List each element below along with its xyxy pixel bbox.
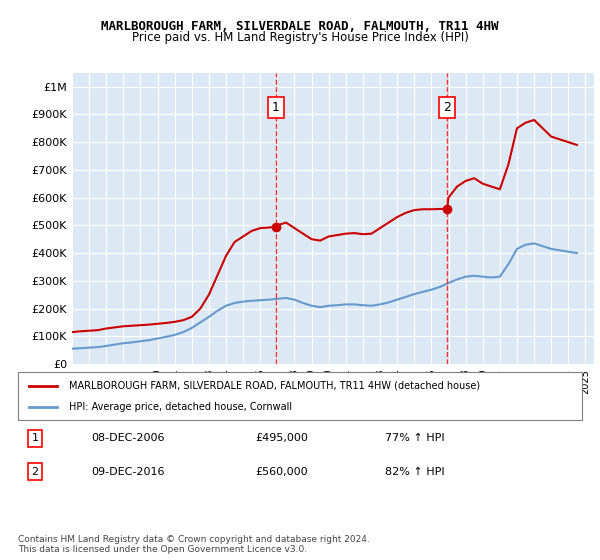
- Text: 09-DEC-2016: 09-DEC-2016: [91, 467, 165, 477]
- Text: 08-DEC-2006: 08-DEC-2006: [91, 433, 165, 443]
- Text: 2: 2: [443, 101, 451, 114]
- Text: MARLBOROUGH FARM, SILVERDALE ROAD, FALMOUTH, TR11 4HW (detached house): MARLBOROUGH FARM, SILVERDALE ROAD, FALMO…: [69, 381, 480, 391]
- Text: 1: 1: [272, 101, 280, 114]
- Text: MARLBOROUGH FARM, SILVERDALE ROAD, FALMOUTH, TR11 4HW: MARLBOROUGH FARM, SILVERDALE ROAD, FALMO…: [101, 20, 499, 32]
- Text: £560,000: £560,000: [255, 467, 308, 477]
- Text: 2: 2: [31, 467, 38, 477]
- Text: Price paid vs. HM Land Registry's House Price Index (HPI): Price paid vs. HM Land Registry's House …: [131, 31, 469, 44]
- Text: 82% ↑ HPI: 82% ↑ HPI: [385, 467, 444, 477]
- Text: HPI: Average price, detached house, Cornwall: HPI: Average price, detached house, Corn…: [69, 402, 292, 412]
- Text: 77% ↑ HPI: 77% ↑ HPI: [385, 433, 444, 443]
- Text: £495,000: £495,000: [255, 433, 308, 443]
- FancyBboxPatch shape: [18, 372, 582, 420]
- Text: 1: 1: [31, 433, 38, 443]
- Text: Contains HM Land Registry data © Crown copyright and database right 2024.
This d: Contains HM Land Registry data © Crown c…: [18, 535, 370, 554]
